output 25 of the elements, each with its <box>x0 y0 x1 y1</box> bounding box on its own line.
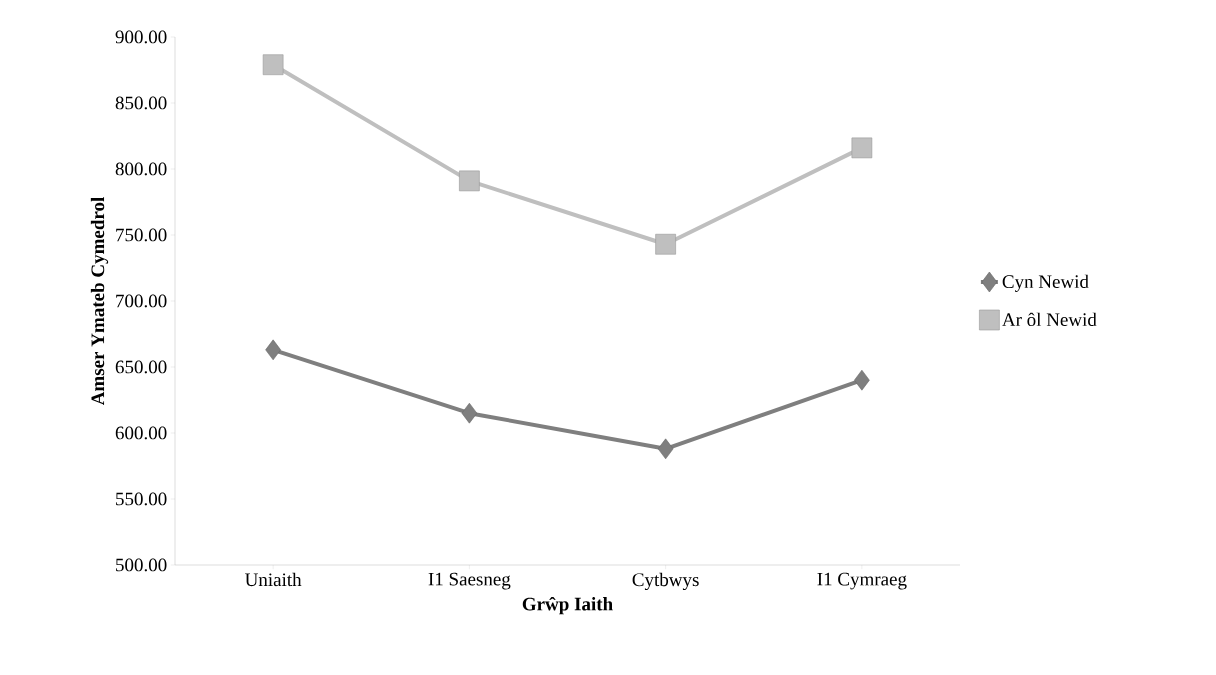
point <box>459 170 480 192</box>
y-tick-label: 600.00 <box>115 426 167 440</box>
y-tick-label: 800.00 <box>115 162 167 176</box>
y-tick-label: 700.00 <box>116 294 167 308</box>
point <box>265 339 281 361</box>
y-tick-label: 750.00 <box>116 228 167 242</box>
x-tick-label: I1 Cymraeg <box>817 572 907 590</box>
point <box>851 137 873 159</box>
x-tick-label: Uniaith <box>245 572 302 587</box>
x-axis-title: Grŵp Iaith <box>522 596 613 615</box>
y-axis-title: Amser Ymateb Cymedrol <box>90 197 109 406</box>
y-tick-label: 550.00 <box>116 492 167 506</box>
y-tick-label: 650.00 <box>115 360 167 374</box>
legend-label: Cyn Newid <box>1002 274 1089 292</box>
y-tick-label: 850.00 <box>115 96 167 110</box>
x-tick-label: Cytbwys <box>632 572 699 591</box>
point <box>657 438 674 460</box>
point <box>655 233 676 255</box>
point <box>262 54 284 76</box>
point <box>461 402 478 424</box>
y-tick-label: 900.00 <box>115 30 167 44</box>
y-tick-label: 500.00 <box>116 558 167 572</box>
legend-label: Ar ôl Newid <box>1002 312 1097 327</box>
x-tick-label: I1 Saesneg <box>428 572 511 590</box>
point <box>854 369 870 391</box>
